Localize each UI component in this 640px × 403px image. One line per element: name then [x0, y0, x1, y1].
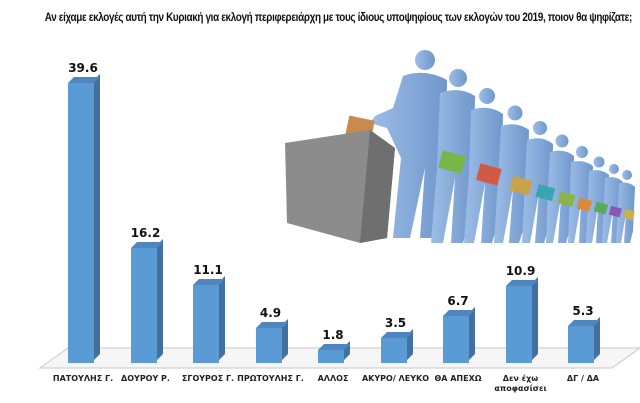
bar-top: [443, 309, 475, 316]
bar-front: [568, 325, 594, 363]
bar-front: [193, 284, 219, 363]
category-label: Δεν έχω αποφασίσει: [494, 374, 547, 393]
value-label: 39.6: [68, 61, 98, 75]
value-label: 6.7: [447, 293, 469, 308]
bar-front: [255, 328, 282, 363]
bar-3: [193, 275, 225, 363]
bar-7: [443, 306, 475, 363]
bar-4: [255, 319, 288, 363]
chart-title: Αν είχαμε εκλογές αυτή την Κυριακή για ε…: [44, 12, 632, 24]
bar-front: [505, 285, 532, 363]
bar-side: [156, 239, 163, 360]
value-label: 11.1: [193, 262, 223, 277]
category-label: ΠΡΩΤΟΥΛΗΣ Γ.: [237, 374, 304, 383]
bar-top: [505, 279, 538, 286]
bar-6: [380, 329, 413, 363]
category-label: ΑΚΥΡΟ/ ΛΕΥΚΟ: [361, 374, 429, 383]
value-label: 10.9: [505, 263, 536, 278]
category-label: ΣΓΟΥΡΟΣ Γ.: [181, 374, 235, 383]
category-label: ΘΑ ΑΠΕΧΩ: [434, 374, 482, 383]
bar-top: [193, 278, 225, 285]
bar-front: [318, 350, 344, 363]
bar-9: [568, 316, 600, 363]
value-label: 3.5: [384, 316, 407, 331]
bar-1: [68, 74, 100, 363]
bar-front: [380, 338, 407, 363]
bar-5: [318, 341, 350, 363]
bar-side: [531, 276, 538, 360]
voters-illustration: [285, 50, 635, 243]
category-label: ΠΑΤΟΥΛΗΣ Γ.: [52, 374, 114, 383]
value-label: 16.2: [130, 226, 161, 241]
bar-front: [68, 83, 94, 363]
bar-front: [443, 315, 469, 363]
category-label: ΔΟΥΡΟΥ Ρ.: [121, 374, 170, 383]
bar-side: [219, 275, 225, 360]
value-label: 1.8: [322, 328, 344, 343]
bar-side: [94, 74, 100, 360]
value-label: 5.3: [572, 303, 594, 318]
category-label: ΑΛΛΟΣ: [317, 374, 349, 383]
bar-front: [130, 248, 157, 363]
category-label: ΔΓ / ΔΑ: [566, 374, 600, 383]
value-label: 4.9: [259, 306, 282, 321]
bar-top: [568, 319, 600, 326]
bar-8: [505, 276, 538, 363]
bar-2: [130, 239, 163, 363]
